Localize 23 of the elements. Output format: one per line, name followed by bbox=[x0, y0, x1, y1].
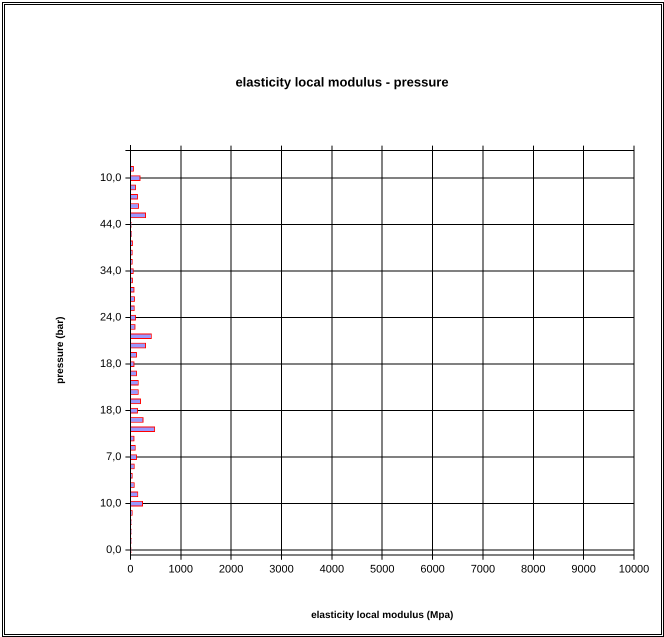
x-tick-label: 2000 bbox=[218, 563, 244, 576]
y-tick-label: 0,0 bbox=[106, 544, 122, 556]
x-tick-label: 4000 bbox=[320, 563, 344, 576]
x-tick-label: 5000 bbox=[370, 563, 394, 576]
y-tick-label: 7,0 bbox=[106, 451, 122, 464]
x-axis-title: elasticity local modulus (Mpa) bbox=[311, 610, 454, 621]
chart-title: elasticity local modulus - pressure bbox=[235, 74, 449, 90]
y-tick-label: 18,0 bbox=[100, 358, 122, 370]
y-tick-label: 24,0 bbox=[100, 312, 122, 324]
y-tick-label: 34,0 bbox=[100, 265, 122, 278]
y-tick-label: 44,0 bbox=[100, 218, 122, 231]
x-tick-label: 6000 bbox=[420, 563, 445, 576]
x-tick-label: 1000 bbox=[168, 563, 194, 576]
x-tick-label: 10000 bbox=[618, 563, 650, 576]
x-tick-label: 0 bbox=[127, 563, 134, 576]
x-tick-label: 7000 bbox=[470, 563, 496, 576]
y-tick-label: 10,0 bbox=[100, 498, 122, 510]
y-tick-label: 10,0 bbox=[100, 172, 122, 184]
y-axis-title: pressure (bar) bbox=[54, 316, 66, 384]
x-tick-label: 9000 bbox=[571, 563, 596, 576]
y-tick-label: 18,0 bbox=[100, 404, 122, 417]
x-tick-label: 3000 bbox=[269, 563, 294, 576]
x-tick-label: 8000 bbox=[521, 563, 546, 576]
